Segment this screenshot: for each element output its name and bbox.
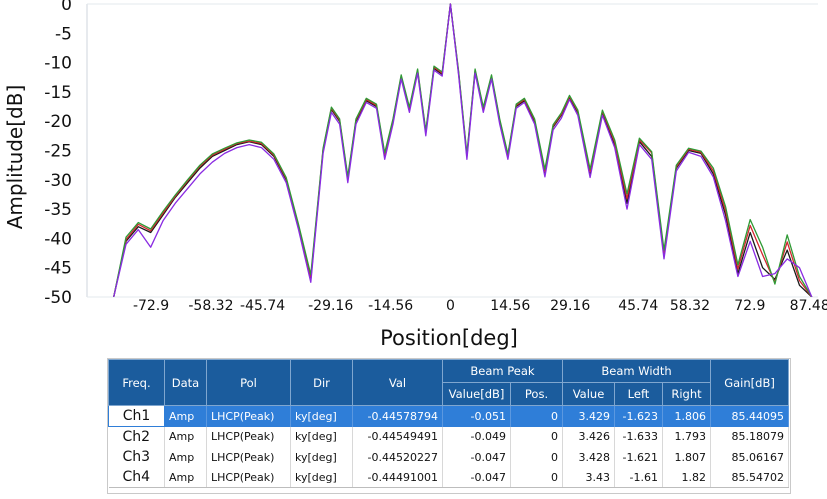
- header-bw-value[interactable]: Value: [562, 382, 615, 406]
- x-tick-label: 45.74: [618, 298, 658, 314]
- cell-dir: ky[deg]: [290, 447, 353, 467]
- x-tick-label: -45.74: [240, 298, 285, 314]
- y-tick-label: -15: [44, 83, 72, 103]
- y-tick-label: -30: [44, 171, 72, 191]
- cell-val: -0.44520227: [352, 447, 443, 467]
- header-gain[interactable]: Gain[dB]: [710, 359, 790, 406]
- header-pol[interactable]: Pol: [206, 359, 291, 406]
- cell-gain: 85.44095: [710, 405, 790, 427]
- y-tick-label: -5: [55, 24, 72, 44]
- series-line-4: [113, 3, 813, 297]
- header-peak-value[interactable]: Value[dB]: [442, 382, 511, 406]
- cell-dir: ky[deg]: [290, 467, 353, 488]
- cell-peak-value: -0.047: [442, 467, 511, 488]
- cell-peak-pos: 0: [510, 405, 563, 427]
- header-data[interactable]: Data: [164, 359, 207, 406]
- header-bw-left[interactable]: Left: [614, 382, 663, 406]
- table-row[interactable]: Ch4 Amp LHCP(Peak) ky[deg] -0.44491001 -…: [108, 467, 790, 488]
- x-tick-label: 0: [446, 298, 455, 314]
- cell-bw-left: -1.623: [614, 405, 663, 427]
- y-tick-label: -10: [44, 54, 72, 74]
- x-tick-label: 72.9: [734, 298, 765, 314]
- header-peak-pos[interactable]: Pos.: [510, 382, 563, 406]
- x-tick-label: 87.48: [790, 298, 827, 314]
- cell-bw-value: 3.43: [562, 467, 615, 488]
- cell-pol: LHCP(Peak): [206, 467, 291, 488]
- chart-svg: Amplitude[dB] Position[deg] 0 -5 -10 -15 -20…: [3, 0, 827, 350]
- y-tick-label: -25: [44, 142, 72, 162]
- cell-bw-left: -1.633: [614, 426, 663, 447]
- cell-bw-left: -1.61: [614, 467, 663, 488]
- cell-data: Amp: [164, 447, 207, 467]
- cell-bw-left: -1.621: [614, 447, 663, 467]
- x-tick-label: 14.56: [490, 298, 530, 314]
- radiation-pattern-chart: Amplitude[dB] Position[deg] 0 -5 -10 -15 -20…: [3, 0, 827, 350]
- header-val[interactable]: Val: [352, 359, 443, 406]
- cell-peak-value: -0.047: [442, 447, 511, 467]
- cell-gain: 85.54702: [710, 467, 790, 488]
- cell-bw-value: 3.429: [562, 405, 615, 427]
- cell-freq: Ch3: [108, 447, 165, 467]
- cell-peak-pos: 0: [510, 426, 563, 447]
- table-row[interactable]: Ch2 Amp LHCP(Peak) ky[deg] -0.44549491 -…: [108, 426, 790, 447]
- header-bw-right[interactable]: Right: [661, 382, 712, 406]
- y-axis-title: Amplitude[dB]: [3, 85, 27, 230]
- cell-val: -0.44578794: [352, 405, 443, 427]
- cell-pol: LHCP(Peak): [206, 447, 291, 467]
- y-tick-label: -45: [44, 259, 72, 279]
- cell-data: Amp: [164, 467, 207, 488]
- cell-pol: LHCP(Peak): [206, 426, 291, 447]
- beam-results-table: Freq. Data Pol Dir Val Beam Peak Beam Wi…: [107, 358, 791, 494]
- y-tick-label: -50: [44, 288, 72, 308]
- x-tick-label: -72.9: [133, 298, 169, 314]
- cell-peak-pos: 0: [510, 447, 563, 467]
- cell-data: Amp: [164, 405, 207, 427]
- x-tick-label: -14.56: [368, 298, 413, 314]
- y-tick-label: -35: [44, 200, 72, 220]
- cell-bw-value: 3.428: [562, 447, 615, 467]
- cell-val: -0.44549491: [352, 426, 443, 447]
- cell-freq: Ch1: [108, 405, 165, 427]
- cell-val: -0.44491001: [352, 467, 443, 488]
- cell-dir: ky[deg]: [290, 426, 353, 447]
- cell-gain: 85.06167: [710, 447, 790, 467]
- series-group: [113, 3, 813, 297]
- cell-bw-right: 1.793: [662, 426, 712, 447]
- cell-bw-right: 1.807: [662, 447, 712, 467]
- cell-peak-pos: 0: [510, 467, 563, 488]
- table-row[interactable]: Ch1 Amp LHCP(Peak) ky[deg] -0.44578794 -…: [108, 405, 790, 427]
- x-tick-label: -29.16: [308, 298, 353, 314]
- header-beam-peak[interactable]: Beam Peak: [442, 359, 563, 383]
- cell-data: Amp: [164, 426, 207, 447]
- y-tick-label: 0: [61, 0, 72, 15]
- cell-pol: LHCP(Peak): [206, 405, 291, 427]
- y-tick-label: -20: [44, 112, 72, 132]
- cell-peak-value: -0.049: [442, 426, 511, 447]
- cell-gain: 85.18079: [710, 426, 790, 447]
- x-tick-label: 29.16: [550, 298, 590, 314]
- cell-bw-right: 1.806: [662, 405, 712, 427]
- header-beam-width[interactable]: Beam Width: [561, 359, 712, 383]
- cell-dir: ky[deg]: [290, 405, 353, 427]
- cell-peak-value: -0.051: [442, 405, 511, 427]
- table-row[interactable]: Ch3 Amp LHCP(Peak) ky[deg] -0.44520227 -…: [108, 447, 790, 467]
- cell-freq: Ch4: [108, 467, 165, 488]
- cell-bw-value: 3.426: [562, 426, 615, 447]
- series-line-3: [113, 3, 813, 297]
- cell-bw-right: 1.82: [662, 467, 712, 488]
- header-dir[interactable]: Dir: [290, 359, 353, 406]
- x-tick-label: 58.32: [670, 298, 710, 314]
- x-axis-title: Position[deg]: [380, 326, 518, 350]
- x-tick-label: -58.32: [188, 298, 233, 314]
- y-tick-label: -40: [44, 229, 72, 249]
- cell-freq: Ch2: [108, 426, 165, 447]
- header-freq[interactable]: Freq.: [108, 359, 165, 406]
